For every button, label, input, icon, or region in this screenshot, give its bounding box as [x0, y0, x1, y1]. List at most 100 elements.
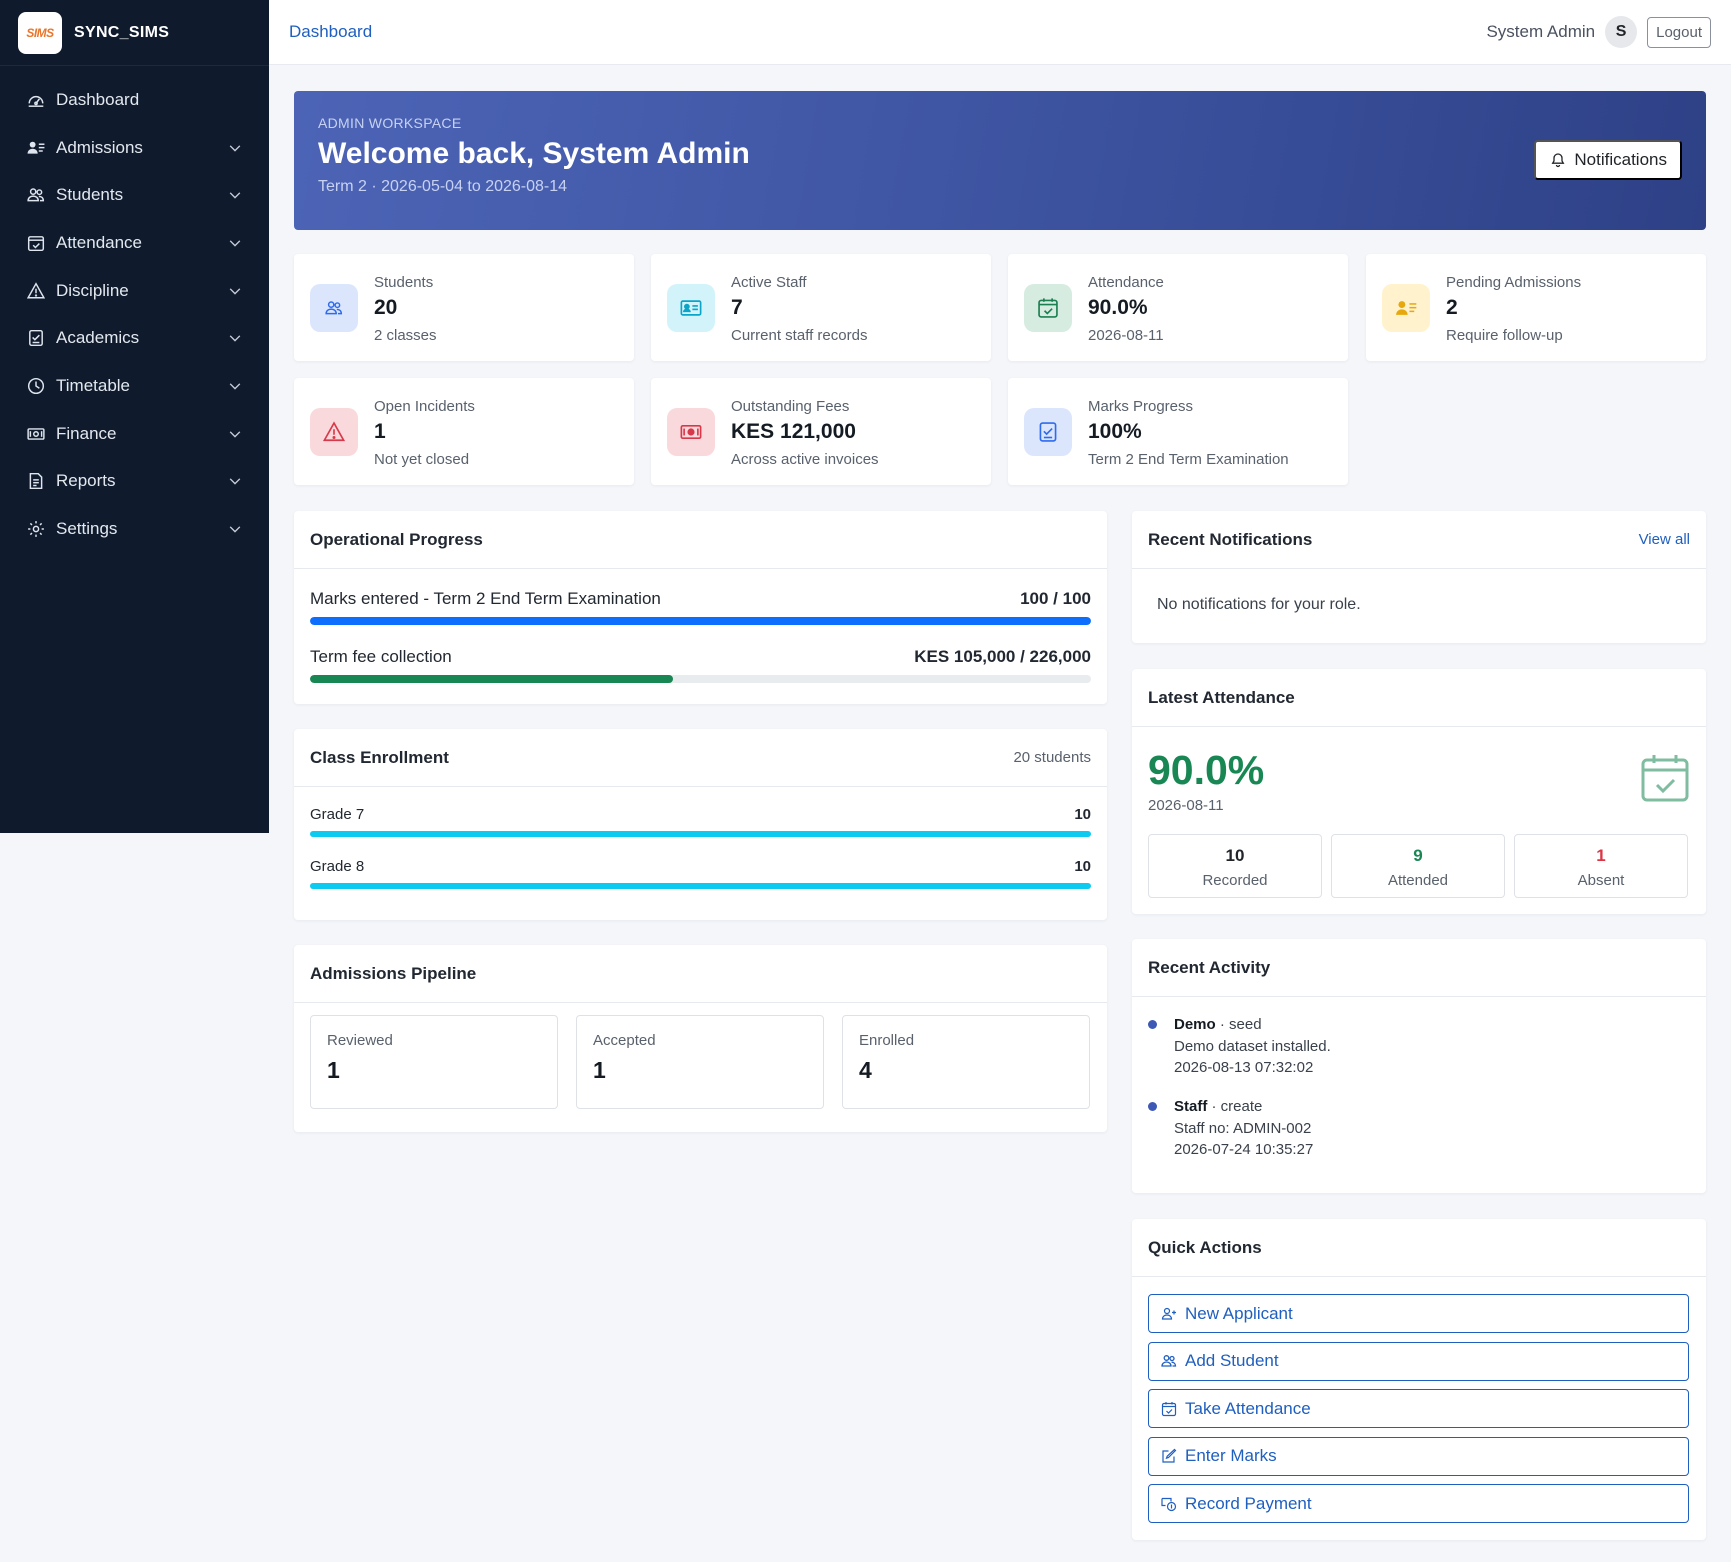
students-icon: [26, 185, 46, 205]
stat-subtext: Current staff records: [731, 327, 868, 344]
sidebar-item-admissions[interactable]: Admissions: [0, 124, 269, 172]
stat-label: Pending Admissions: [1446, 274, 1582, 291]
admissions-pipeline-title: Admissions Pipeline: [310, 963, 477, 983]
stat-value: 20: [374, 296, 398, 319]
progress-row: Marks entered - Term 2 End Term Examinat…: [294, 589, 1107, 625]
enter-marks-button[interactable]: Enter Marks: [1148, 1436, 1689, 1476]
avatar[interactable]: S: [1605, 16, 1638, 48]
quick-action-label: Record Payment: [1185, 1493, 1312, 1513]
activity-module: Demo: [1174, 1016, 1216, 1033]
progress-value: 100 / 100: [1020, 589, 1091, 608]
sidebar-item-label: Admissions: [56, 137, 143, 157]
topbar: Dashboard System Admin S Logout: [269, 0, 1731, 65]
chevron-down-icon: [227, 283, 243, 299]
stat-value: 1: [374, 420, 386, 443]
chevron-down-icon: [227, 330, 243, 346]
sidebar-item-settings[interactable]: Settings: [0, 505, 269, 553]
add-student-button[interactable]: Add Student: [1148, 1341, 1689, 1381]
bell-icon: [1550, 152, 1566, 168]
attendance-recorded-count: 10: [1225, 846, 1245, 865]
stat-label: Students: [374, 274, 434, 291]
sidebar-item-finance[interactable]: Finance: [0, 410, 269, 458]
reports-icon: [26, 471, 46, 491]
person-lines-icon: [1382, 284, 1430, 332]
activity-item: Demo · seed Demo dataset installed. 2026…: [1148, 1014, 1331, 1079]
stat-subtext: Across active invoices: [731, 451, 879, 468]
sidebar-item-label: Reports: [56, 471, 116, 491]
stat-subtext: Require follow-up: [1446, 327, 1563, 344]
sidebar-item-reports[interactable]: Reports: [0, 458, 269, 506]
notifications-label: Notifications: [1574, 150, 1667, 169]
activity-module: Staff: [1174, 1098, 1208, 1115]
chevron-down-icon: [227, 521, 243, 537]
academics-icon: [26, 328, 46, 348]
logout-button[interactable]: Logout: [1647, 16, 1711, 48]
chevron-down-icon: [227, 473, 243, 489]
sidebar-item-students[interactable]: Students: [0, 171, 269, 219]
progress-row: Term fee collection KES 105,000 / 226,000: [294, 647, 1107, 683]
chevron-down-icon: [227, 378, 243, 394]
discipline-icon: [26, 281, 46, 301]
sidebar-item-timetable[interactable]: Timetable: [0, 362, 269, 410]
stat-card-attendance: Attendance 90.0% 2026-08-11: [1008, 254, 1348, 361]
pipeline-stage-enrolled[interactable]: Enrolled 4: [842, 1015, 1090, 1109]
stat-value: 100%: [1088, 420, 1142, 443]
take-attendance-button[interactable]: Take Attendance: [1148, 1389, 1689, 1428]
activity-action: · create: [1207, 1098, 1263, 1115]
recent-activity-panel: Recent Activity Demo · seed Demo dataset…: [1132, 939, 1706, 1193]
quick-action-label: New Applicant: [1185, 1303, 1293, 1323]
stat-card-marks-progress: Marks Progress 100% Term 2 End Term Examin…: [1008, 378, 1348, 485]
stat-subtext: Not yet closed: [374, 451, 470, 468]
quick-action-label: Take Attendance: [1185, 1398, 1311, 1418]
stage-count: 1: [327, 1057, 340, 1083]
pipeline-stage-reviewed[interactable]: Reviewed 1: [310, 1015, 558, 1109]
students-icon: [310, 284, 358, 332]
attendance-attended-box: 9 Attended: [1331, 834, 1505, 898]
cash-coin-icon: [1161, 1496, 1177, 1512]
sidebar-item-attendance[interactable]: Attendance: [0, 219, 269, 267]
sidebar-item-label: Students: [56, 185, 124, 205]
brand[interactable]: SIMS SYNC_SIMS: [0, 0, 269, 66]
attendance-attended-count: 9: [1413, 846, 1423, 865]
quick-action-label: Enter Marks: [1185, 1446, 1277, 1465]
pipeline-stage-accepted[interactable]: Accepted 1: [576, 1015, 824, 1109]
attendance-icon: [26, 233, 46, 253]
progress-bar: [310, 617, 1091, 625]
breadcrumb[interactable]: Dashboard: [289, 22, 373, 41]
calendar-check-icon: [1640, 753, 1690, 808]
sidebar: SIMS SYNC_SIMS Dashboard Admissions Studen…: [0, 0, 269, 833]
view-all-link[interactable]: View all: [1638, 531, 1690, 548]
dashboard-icon: [26, 90, 46, 110]
stat-value: 2: [1446, 296, 1458, 319]
bullet-dot: [1148, 1020, 1157, 1029]
stat-label: Open Incidents: [374, 398, 475, 415]
enrollment-row: Grade 8 10: [294, 858, 1107, 889]
stat-card-active-staff: Active Staff 7 Current staff records: [651, 254, 991, 361]
timetable-icon: [26, 376, 46, 396]
welcome-banner: ADMIN WORKSPACE Welcome back, System Adm…: [294, 91, 1706, 230]
enrollment-bar-fill: [310, 831, 1091, 837]
chevron-down-icon: [227, 426, 243, 442]
quick-actions-title: Quick Actions: [1148, 1237, 1262, 1257]
progress-label: Term fee collection: [310, 647, 452, 666]
person-plus-icon: [1161, 1306, 1177, 1322]
term-range: Term 2 · 2026-05-04 to 2026-08-14: [318, 178, 568, 195]
sidebar-item-dashboard[interactable]: Dashboard: [0, 76, 269, 124]
attendance-absent-label: Absent: [1577, 872, 1625, 889]
record-payment-button[interactable]: Record Payment: [1148, 1484, 1689, 1523]
stat-subtext: 2026-08-11: [1088, 327, 1164, 344]
chevron-down-icon: [227, 235, 243, 251]
new-applicant-button[interactable]: New Applicant: [1148, 1294, 1689, 1333]
attendance-absent-box: 1 Absent: [1514, 834, 1688, 898]
stage-count: 4: [859, 1057, 872, 1083]
sidebar-item-academics[interactable]: Academics: [0, 314, 269, 362]
operational-progress-title: Operational Progress: [310, 529, 483, 549]
notifications-button[interactable]: Notifications: [1534, 140, 1682, 180]
sidebar-item-discipline[interactable]: Discipline: [0, 267, 269, 315]
attendance-date: 2026-08-11: [1148, 797, 1224, 814]
stat-card-pending-admissions: Pending Admissions 2 Require follow-up: [1366, 254, 1706, 361]
latest-attendance-panel: Latest Attendance 90.0% 2026-08-11 10 Re…: [1132, 669, 1706, 914]
operational-progress-panel: Operational Progress Marks entered - Ter…: [294, 511, 1107, 704]
progress-bar-fill: [310, 675, 673, 683]
quick-action-label: Add Student: [1185, 1351, 1279, 1370]
